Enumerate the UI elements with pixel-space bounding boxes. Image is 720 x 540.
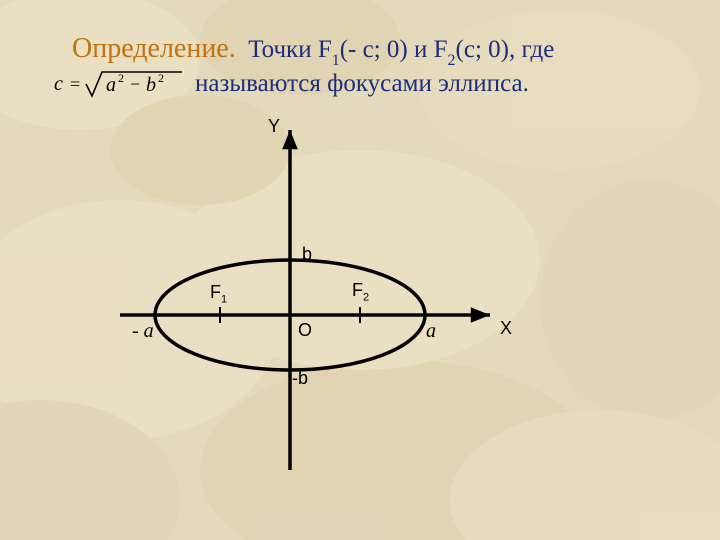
focus-2-label: F2 <box>352 280 369 304</box>
formula-minus: − <box>130 74 140 94</box>
focus-1-letter: F <box>210 282 221 302</box>
formula-a-sup: 2 <box>118 71 124 85</box>
formula-b: b <box>146 74 156 96</box>
title-sub-1: 1 <box>332 52 340 69</box>
title-rest-a: Точки F <box>248 36 332 63</box>
formula-a: a <box>106 74 116 96</box>
b-label: b <box>302 244 312 265</box>
formula-b-sup: 2 <box>158 71 164 85</box>
focus-2-sub: 2 <box>363 292 369 304</box>
y-axis-arrow-icon <box>282 130 298 149</box>
definition-word: Определение. <box>72 33 236 64</box>
title-rest-b: (- c; 0) и F <box>340 36 448 63</box>
diagram-svg <box>120 120 540 490</box>
formula-eq: = <box>70 74 80 94</box>
title-rest-c: (c; 0), где <box>456 36 555 63</box>
title-sub-2: 2 <box>448 52 456 69</box>
x-axis-label: X <box>500 318 512 339</box>
focus-1-label: F1 <box>210 282 227 306</box>
formula-c-eq-sqrt: c = a 2 − b 2 <box>52 68 184 100</box>
a-label: a <box>426 320 436 343</box>
minus-a-label: - a <box>132 320 154 343</box>
title-line-2: называются фокусами эллипса. <box>195 70 529 98</box>
ellipse-diagram: Y X O b -b a - a F1 F2 <box>120 120 540 490</box>
formula-c: c <box>54 73 63 95</box>
minus-b-label: -b <box>292 368 308 389</box>
focus-1-sub: 1 <box>221 294 227 306</box>
y-axis-label: Y <box>268 116 280 137</box>
title-line-1: Определение. Точки F1(- c; 0) и F2(c; 0)… <box>72 32 672 68</box>
title-rest: Точки F1(- c; 0) и F2(c; 0), где <box>248 36 554 63</box>
focus-2-letter: F <box>352 280 363 300</box>
origin-label: O <box>298 320 312 341</box>
x-axis-arrow-icon <box>471 307 490 323</box>
